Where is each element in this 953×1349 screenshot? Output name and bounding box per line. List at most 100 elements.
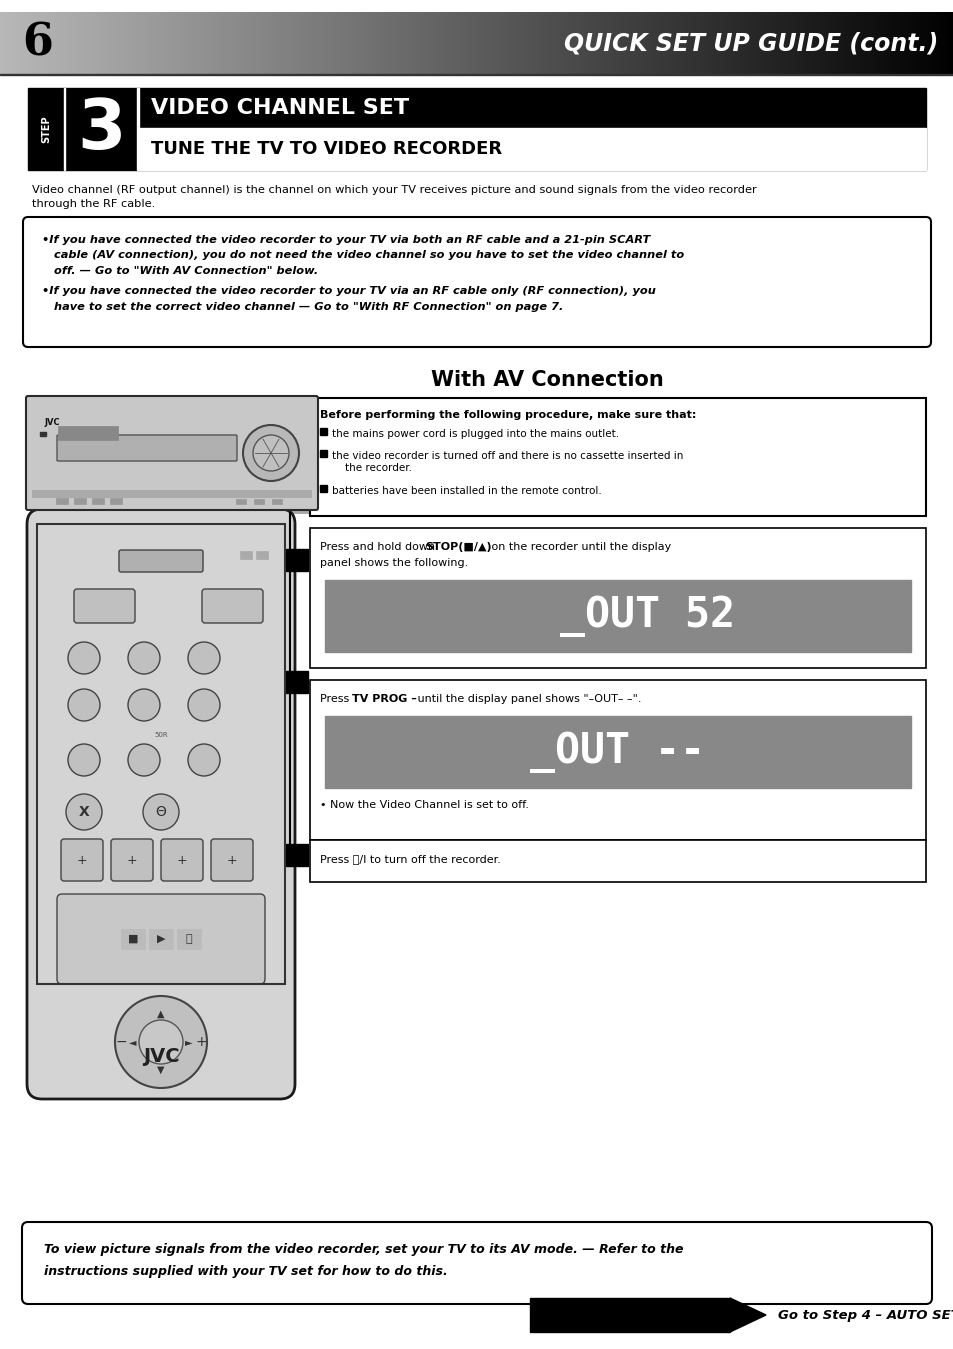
Bar <box>705 12 709 74</box>
Bar <box>183 12 187 74</box>
Bar <box>145 12 149 74</box>
Bar <box>515 12 518 74</box>
Bar <box>164 12 168 74</box>
Bar <box>95 12 99 74</box>
Bar <box>674 12 678 74</box>
Bar <box>586 12 590 74</box>
Bar <box>588 12 592 74</box>
Bar <box>777 12 781 74</box>
Bar <box>405 12 409 74</box>
Bar <box>69 12 72 74</box>
Bar <box>581 12 585 74</box>
Bar <box>696 12 700 74</box>
Bar <box>619 12 623 74</box>
Bar <box>316 12 320 74</box>
Text: ■: ■ <box>128 934 138 944</box>
Bar <box>896 12 900 74</box>
Bar <box>607 12 611 74</box>
Bar <box>307 12 311 74</box>
Text: X: X <box>78 805 90 819</box>
Bar <box>321 12 325 74</box>
Bar <box>824 12 828 74</box>
Bar <box>286 549 308 571</box>
Bar <box>193 12 196 74</box>
Bar <box>355 12 358 74</box>
Bar <box>636 12 639 74</box>
Bar <box>202 12 206 74</box>
Bar <box>345 12 349 74</box>
Text: Before performing the following procedure, make sure that:: Before performing the following procedur… <box>319 410 696 420</box>
Bar <box>124 12 128 74</box>
FancyBboxPatch shape <box>310 398 925 517</box>
Bar <box>721 12 725 74</box>
Bar <box>755 12 759 74</box>
Bar <box>367 12 371 74</box>
Bar <box>530 1298 729 1331</box>
Bar <box>216 12 220 74</box>
Bar <box>457 12 461 74</box>
Bar <box>540 12 544 74</box>
Bar <box>329 12 333 74</box>
Bar <box>267 12 271 74</box>
Bar <box>137 88 139 170</box>
Bar <box>522 12 525 74</box>
Bar <box>416 12 420 74</box>
Bar <box>81 12 85 74</box>
Bar <box>32 490 312 498</box>
Bar <box>639 12 642 74</box>
Text: •If you have connected the video recorder to your TV via an RF cable only (RF co: •If you have connected the video recorde… <box>42 286 656 297</box>
Bar <box>643 12 647 74</box>
Bar <box>772 12 776 74</box>
Bar <box>879 12 882 74</box>
Bar <box>272 499 282 505</box>
Bar <box>283 12 287 74</box>
Bar <box>758 12 761 74</box>
Bar <box>29 12 32 74</box>
Bar <box>679 12 682 74</box>
Bar <box>491 12 495 74</box>
Bar <box>255 550 268 558</box>
Circle shape <box>68 689 100 720</box>
Bar <box>445 12 449 74</box>
Bar <box>143 12 147 74</box>
Bar <box>839 12 842 74</box>
Text: +: + <box>176 854 187 866</box>
Bar <box>372 12 375 74</box>
Bar <box>434 12 437 74</box>
Bar <box>856 12 859 74</box>
Bar <box>902 12 906 74</box>
Bar <box>8 12 10 74</box>
Bar <box>139 128 925 130</box>
Bar <box>40 432 46 436</box>
Bar <box>150 12 153 74</box>
Bar <box>865 12 868 74</box>
Bar <box>567 12 571 74</box>
Bar <box>862 12 866 74</box>
Bar <box>529 12 533 74</box>
Bar <box>802 12 806 74</box>
Circle shape <box>128 745 160 776</box>
Bar <box>669 12 673 74</box>
Bar <box>629 12 633 74</box>
Text: •If you have connected the video recorder to your TV via both an RF cable and a : •If you have connected the video recorde… <box>42 235 650 246</box>
Bar <box>64 12 68 74</box>
Text: the video recorder is turned off and there is no cassette inserted in
    the re: the video recorder is turned off and the… <box>332 451 682 473</box>
Bar <box>550 12 554 74</box>
Bar <box>250 12 253 74</box>
Bar <box>774 12 778 74</box>
Bar <box>436 12 439 74</box>
FancyBboxPatch shape <box>26 397 317 510</box>
FancyBboxPatch shape <box>211 839 253 881</box>
Bar <box>402 12 406 74</box>
Bar <box>712 12 716 74</box>
Circle shape <box>128 689 160 720</box>
Bar <box>212 12 215 74</box>
Bar <box>353 12 356 74</box>
Bar <box>934 12 938 74</box>
Text: STOP(■/▲): STOP(■/▲) <box>424 542 491 552</box>
Bar <box>929 12 933 74</box>
Text: batteries have been installed in the remote control.: batteries have been installed in the rem… <box>332 486 601 496</box>
FancyBboxPatch shape <box>23 217 930 347</box>
Text: _OUT --: _OUT -- <box>530 731 705 773</box>
Bar <box>720 12 723 74</box>
